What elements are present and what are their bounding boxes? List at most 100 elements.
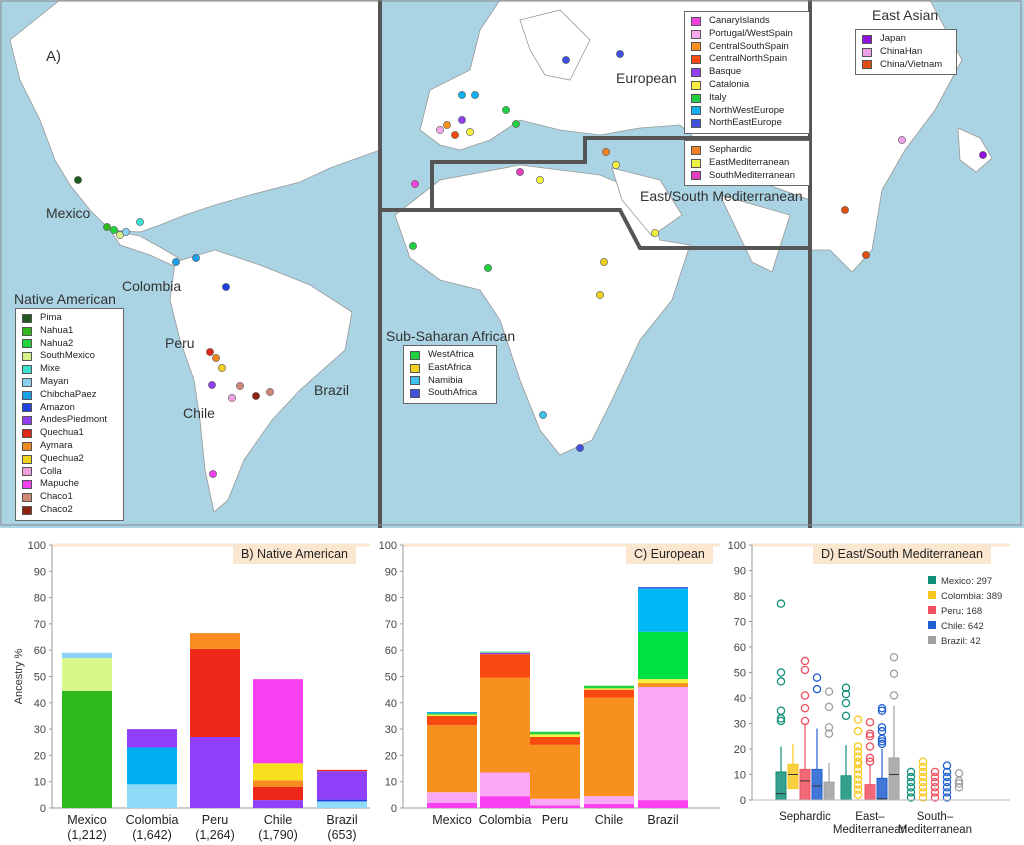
x-tick-label: Peru: [202, 813, 228, 827]
bar-segment-brazil-canaryislands: [638, 800, 688, 808]
outlier: [853, 775, 863, 784]
bar-segment-mexico-portugal-westspain: [427, 792, 477, 803]
legend-item: NorthWestEurope: [691, 105, 803, 118]
outlier: [776, 668, 786, 677]
bar-segment-colombia-mayan: [127, 784, 177, 808]
legend-swatch: [22, 365, 32, 375]
population-marker-nahua2: [110, 226, 118, 234]
legend-label: Pima: [40, 312, 62, 323]
legend-label: Italy: [709, 91, 727, 103]
outlier: [918, 782, 928, 792]
bar-segment-brazil-andespiedmont: [317, 771, 367, 800]
region-label-european: European: [616, 70, 677, 86]
population-marker-pima: [74, 176, 82, 184]
legend-item: Mayan: [22, 376, 117, 389]
legend-label: Colla: [40, 465, 62, 477]
outlier: [930, 788, 940, 797]
box: [864, 784, 876, 801]
population-marker-northwesteurope: [471, 91, 479, 99]
y-tick-label: 80: [385, 593, 397, 605]
legend-label: Chaco2: [40, 503, 73, 515]
legend-label: AndesPiedmont: [40, 414, 108, 426]
x-tick-label: Mediterranean: [898, 824, 972, 836]
y-tick-label: 10: [385, 777, 397, 789]
region-divider: [430, 136, 810, 210]
outlier: [918, 757, 928, 766]
legend-item: Italy: [691, 92, 803, 105]
landmass-scandinavia: [519, 9, 591, 81]
population-marker-chibchapaez: [172, 258, 180, 266]
population-marker-eastmediterranean: [651, 229, 659, 237]
legend-item: Basque: [691, 66, 803, 79]
legend-item: Pima: [22, 312, 117, 325]
y-tick-label: 70: [385, 619, 397, 631]
bar-segment-brazil-northwesteurope: [638, 588, 688, 632]
x-tick-label: Mediterranean: [833, 824, 907, 836]
outlier: [877, 706, 887, 715]
x-tick-label: Colombia: [479, 813, 532, 827]
legend-item: EastMediterranean: [691, 157, 803, 170]
population-marker-chaco1: [236, 382, 244, 390]
y-tick-label: 40: [34, 698, 46, 710]
box: [840, 775, 852, 801]
legend-swatch: [928, 621, 936, 629]
y-tick-label: 100: [728, 540, 746, 552]
bar-segment-chile-quechua1: [253, 786, 303, 801]
y-tick-label: 50: [385, 672, 397, 684]
legend-swatch: [691, 106, 701, 116]
population-marker-northeasteurope: [562, 56, 570, 64]
bar-segment-mexico-nahua1: [62, 690, 112, 808]
legend-item: Colla: [22, 466, 117, 479]
legend-item: Namibia: [410, 375, 490, 388]
outlier: [930, 767, 940, 777]
legend-swatch: [22, 505, 32, 515]
legend-item: Nahua2: [22, 338, 117, 351]
box: [811, 768, 823, 801]
legend-item: CentralNorthSpain: [691, 53, 803, 66]
outlier: [865, 742, 875, 751]
legend-swatch: [22, 313, 32, 323]
outlier: [877, 723, 887, 732]
y-tick-label: 50: [734, 668, 746, 680]
legend-item: Amazon: [22, 402, 117, 415]
population-marker-portugal-westspain: [436, 126, 444, 134]
outlier: [942, 772, 952, 782]
legend-label: Portugal/WestSpain: [709, 27, 793, 39]
y-tick-label: 10: [34, 777, 46, 789]
y-tick-label: 20: [34, 750, 46, 762]
y-tick-label: 70: [34, 619, 46, 631]
outlier: [889, 652, 899, 662]
outlier: [918, 772, 928, 782]
legend-swatch: [691, 80, 701, 90]
legend-item: AndesPiedmont: [22, 414, 117, 427]
outlier: [877, 737, 887, 746]
legend-swatch: [928, 636, 936, 644]
outlier: [942, 793, 952, 802]
outlier: [776, 599, 786, 608]
outlier: [824, 687, 834, 696]
bar-segment-peru-quechua1: [190, 648, 240, 737]
box: [888, 757, 900, 801]
legend-swatch: [22, 390, 32, 400]
chart-c: 0 10 20 30 40 50 60 70 80 90 100 Mexico Colombia Peru…: [379, 540, 720, 827]
bar-segment-brazil-centralsouthspain: [638, 683, 688, 688]
legend-item: SouthMediterranean: [691, 170, 803, 183]
landmass-africa: [394, 164, 691, 456]
population-marker-westafrica: [484, 264, 492, 272]
population-marker-andespiedmont: [208, 381, 216, 389]
legend-swatch: [928, 576, 936, 584]
legend-label: Mixe: [40, 363, 61, 375]
outlier: [841, 683, 851, 693]
legend-swatch: [691, 119, 701, 129]
legend-item: Quechua2: [22, 453, 117, 466]
region-label-ssa: Sub-Saharan African: [386, 328, 516, 344]
legend-item: WestAfrica: [410, 349, 490, 362]
legend-swatch: [22, 429, 32, 439]
landmass-india: [719, 194, 791, 273]
legend-item: ChibchaPaez: [22, 389, 117, 402]
y-tick-label: 30: [734, 719, 746, 731]
legend-item: Chaco2: [22, 504, 117, 517]
legend-label: Nahua2: [40, 337, 74, 349]
x-tick-count: (1,212): [67, 828, 107, 842]
